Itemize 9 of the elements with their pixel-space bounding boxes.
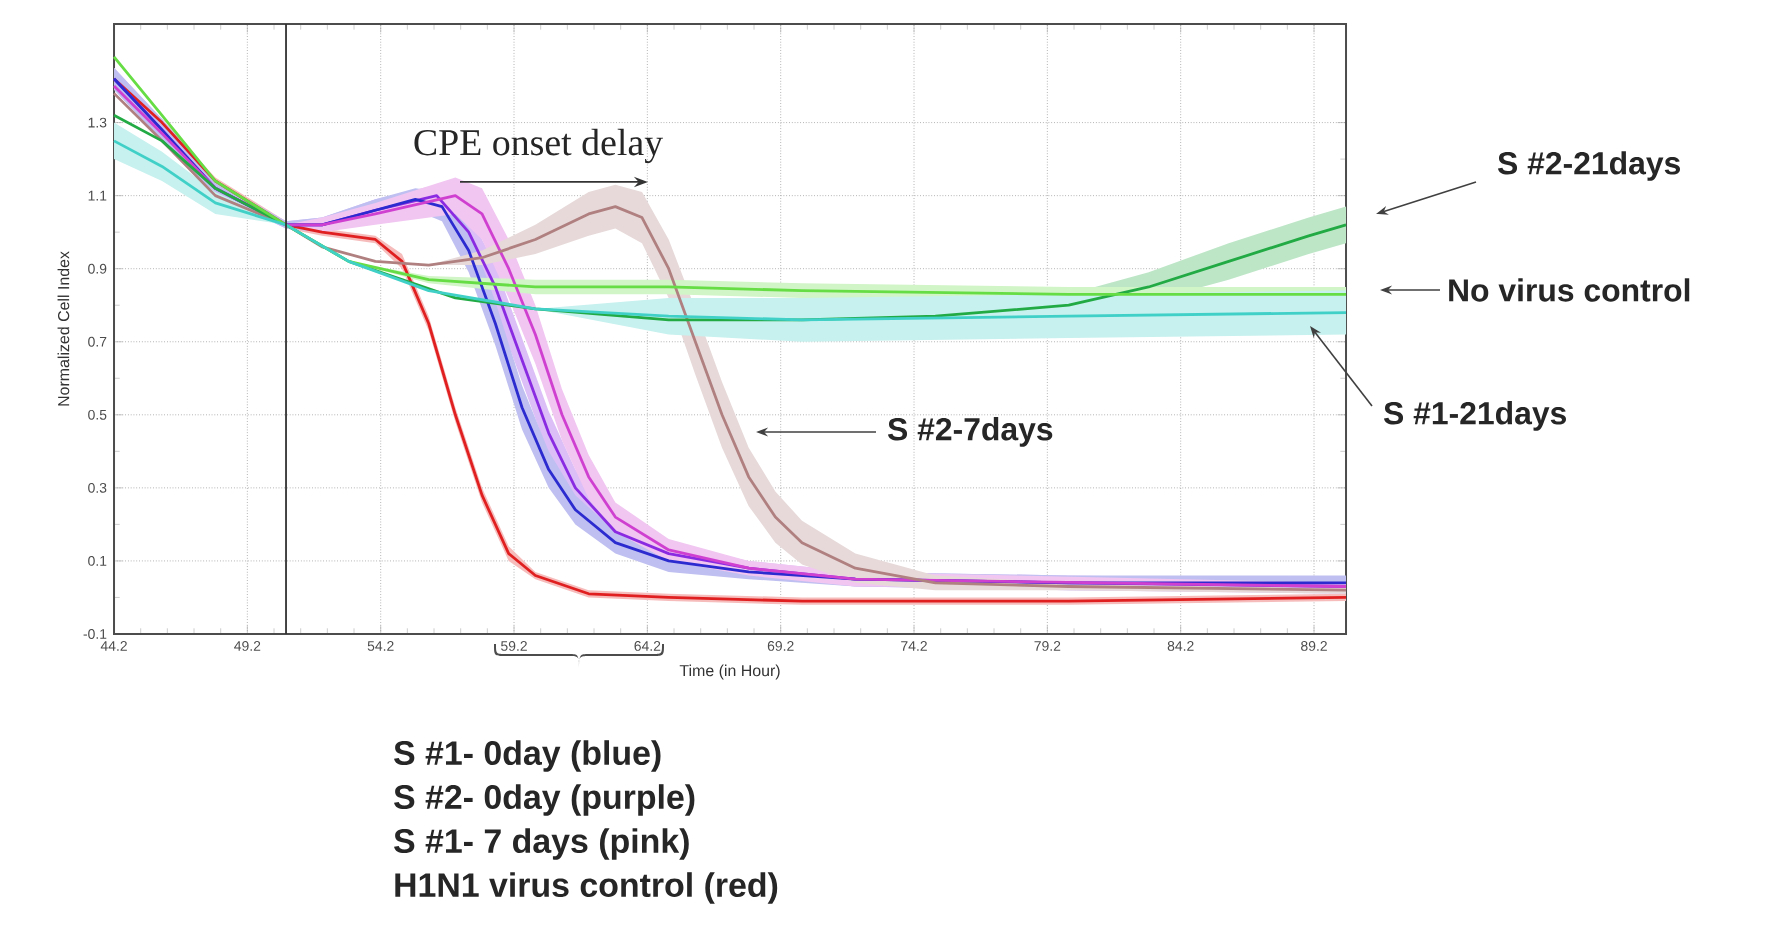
annotation: CPE onset delay	[414, 128, 664, 164]
annotation: S #2-7days	[887, 417, 1053, 447]
text: H1N1 virus control (red)	[395, 872, 778, 904]
text: S #2- 0day (purple)	[394, 784, 695, 816]
text: S #2-21days	[1497, 151, 1680, 181]
text: S #1-21days	[1383, 401, 1566, 431]
text: No virus control	[1449, 278, 1690, 302]
text: S #1- 7 days (pink)	[394, 828, 689, 860]
text: S #1- 0day (blue)	[394, 740, 661, 772]
